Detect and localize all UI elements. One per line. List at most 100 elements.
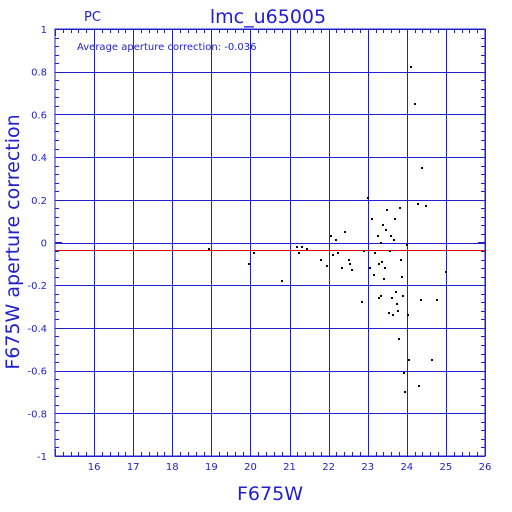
data-point	[383, 278, 385, 280]
data-point	[399, 207, 401, 209]
data-point	[398, 338, 400, 340]
data-point	[407, 314, 409, 316]
x-tick-label: 22	[322, 462, 335, 473]
y-tick-label: 0.6	[31, 110, 47, 121]
x-tick-label: 23	[361, 462, 374, 473]
data-point	[377, 235, 379, 237]
chart-title: lmc_u65005	[210, 6, 326, 28]
data-point	[393, 239, 395, 241]
data-point	[386, 209, 388, 211]
data-point	[253, 252, 255, 254]
y-tick-label: 0.4	[31, 153, 47, 164]
y-tick-label: 0.2	[31, 196, 47, 207]
data-point	[394, 218, 396, 220]
data-point	[395, 291, 397, 293]
data-point	[363, 250, 365, 252]
data-point	[410, 66, 412, 68]
data-point	[326, 265, 328, 267]
data-point	[420, 299, 422, 301]
data-point	[208, 248, 210, 250]
data-point	[391, 297, 393, 299]
x-tick-label: 25	[440, 462, 453, 473]
x-tick-labels: 16 17 18 19 20 21 22 23 24 25 26	[88, 462, 492, 473]
y-tick-label: 0.8	[31, 68, 47, 79]
data-point	[301, 246, 303, 248]
plot-frame	[54, 28, 486, 457]
data-point	[330, 235, 332, 237]
data-point	[351, 269, 353, 271]
data-point	[414, 103, 416, 105]
x-tick-label: 19	[205, 462, 218, 473]
data-point	[378, 263, 380, 265]
y-tick-label: -0.6	[27, 367, 47, 378]
data-point	[402, 295, 404, 297]
x-tick-label: 17	[127, 462, 140, 473]
chart-subtitle: PC	[84, 10, 101, 25]
data-point	[374, 252, 376, 254]
data-point	[421, 167, 423, 169]
data-point	[380, 242, 382, 244]
data-point	[418, 385, 420, 387]
x-tick-label: 24	[400, 462, 413, 473]
y-tick-label: -0.2	[27, 281, 47, 292]
x-tick-label: 16	[88, 462, 101, 473]
y-axis-label: F675W aperture correction	[2, 114, 24, 369]
data-point	[373, 274, 375, 276]
data-point	[396, 303, 398, 305]
data-point	[397, 310, 399, 312]
y-tick-label: -0.8	[27, 409, 47, 420]
data-point	[406, 244, 408, 246]
data-point	[381, 261, 383, 263]
data-point	[431, 359, 433, 361]
x-tick-label: 26	[479, 462, 492, 473]
data-point	[281, 280, 283, 282]
data-point	[403, 372, 405, 374]
x-axis-label: F675W	[237, 483, 303, 505]
data-point	[369, 267, 371, 269]
data-point	[385, 229, 387, 231]
data-point	[388, 312, 390, 314]
data-point	[348, 259, 350, 261]
data-point	[384, 267, 386, 269]
data-point	[382, 224, 384, 226]
data-point	[349, 263, 351, 265]
data-point	[306, 248, 308, 250]
data-point	[367, 197, 369, 199]
data-point	[335, 239, 337, 241]
data-point	[378, 297, 380, 299]
data-point	[248, 263, 250, 265]
data-point	[361, 301, 363, 303]
x-tick-label: 21	[283, 462, 296, 473]
data-point	[380, 295, 382, 297]
x-tick-label: 18	[166, 462, 179, 473]
data-point	[425, 205, 427, 207]
x-tick-label: 20	[244, 462, 257, 473]
data-point	[296, 246, 298, 248]
data-point	[332, 254, 334, 256]
y-tick-label: 0	[41, 239, 47, 250]
y-tick-label: 1	[41, 25, 47, 36]
y-tick-labels: -1 -0.8 -0.6 -0.4 -0.2 0 0.2 0.4 0.6 0.8 1	[27, 25, 47, 463]
y-tick-label: -1	[37, 452, 47, 463]
data-points	[208, 66, 447, 393]
average-annotation: Average aperture correction: -0.036	[77, 42, 257, 53]
data-point	[408, 359, 410, 361]
data-point	[298, 252, 300, 254]
data-point	[320, 259, 322, 261]
y-tick-label: -0.4	[27, 324, 47, 335]
data-point	[400, 259, 402, 261]
data-point	[404, 391, 406, 393]
data-point	[445, 271, 447, 273]
data-point	[390, 235, 392, 237]
data-point	[389, 250, 391, 252]
data-point	[337, 252, 339, 254]
data-point	[436, 299, 438, 301]
data-point	[344, 231, 346, 233]
data-point	[371, 218, 373, 220]
data-point	[401, 276, 403, 278]
data-point	[392, 314, 394, 316]
data-point	[417, 203, 419, 205]
data-point	[341, 267, 343, 269]
